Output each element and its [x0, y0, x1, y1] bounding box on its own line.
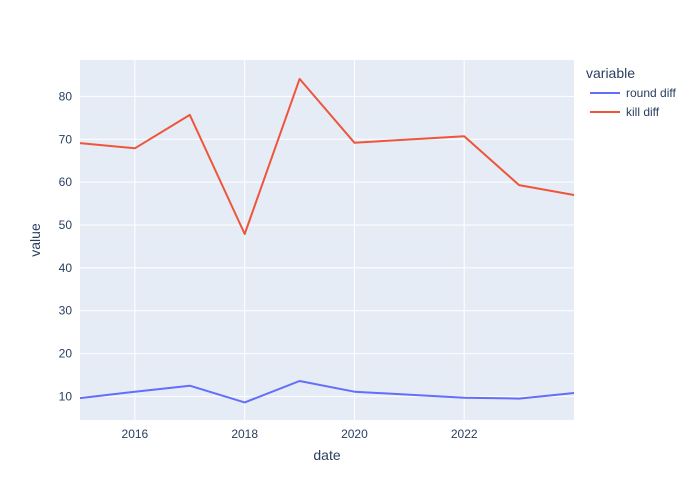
x-axis-ticks: 2016 2018 2020 2022 — [122, 427, 478, 441]
y-tick-label: 20 — [59, 347, 73, 361]
legend-title: variable — [586, 65, 635, 81]
x-tick-label: 2022 — [451, 427, 478, 441]
y-tick-label: 10 — [59, 389, 73, 403]
y-axis-title: value — [27, 223, 43, 257]
y-tick-label: 60 — [59, 175, 73, 189]
y-axis-ticks: 10 20 30 40 50 60 70 80 — [59, 89, 73, 403]
y-tick-label: 30 — [59, 304, 73, 318]
legend-items: round diff kill diff — [590, 86, 676, 119]
gridlines — [80, 60, 574, 420]
legend: variable round diff kill diff — [586, 65, 676, 119]
series-lines — [79, 77, 575, 404]
series-line-round-diff — [79, 380, 575, 404]
y-tick-label: 50 — [59, 218, 73, 232]
x-tick-label: 2018 — [231, 427, 258, 441]
y-tick-label: 80 — [59, 89, 73, 103]
x-tick-label: 2016 — [122, 427, 149, 441]
legend-label: kill diff — [626, 105, 660, 119]
plot-area — [80, 60, 574, 420]
x-tick-label: 2020 — [341, 427, 368, 441]
series-line-kill-diff — [79, 77, 575, 235]
y-tick-label: 70 — [59, 132, 73, 146]
y-tick-label: 40 — [59, 261, 73, 275]
legend-label: round diff — [626, 86, 676, 100]
x-axis-title: date — [313, 447, 340, 463]
